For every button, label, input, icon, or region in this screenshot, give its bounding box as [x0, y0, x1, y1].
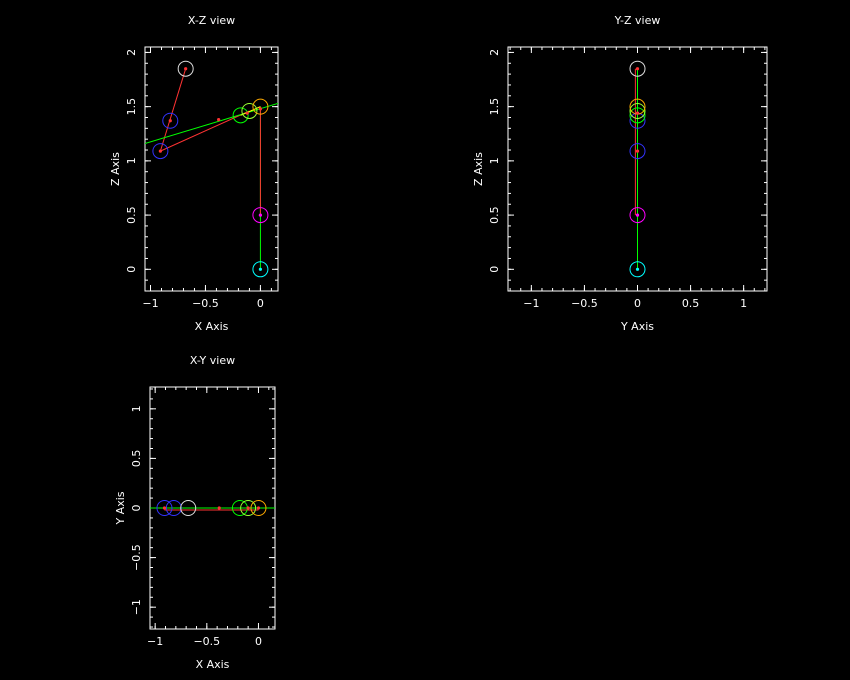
yz-view-x-tick-label: −1: [523, 297, 539, 310]
xy-view-x-tick-label: −0.5: [193, 635, 220, 648]
yz-view-y-tick-label: 1.5: [488, 98, 501, 116]
xy-view-x-tick-label: 0: [255, 635, 262, 648]
yz-view-joint-marker: [635, 149, 640, 153]
xz-view-panel: −1 −0.5 0 0 0.5 1 1.5 2 X-Z view X Axis Z Axis: [109, 14, 279, 333]
yz-view-y-tick-label: 1: [488, 157, 501, 164]
xy-view-panel: −1 −0.5 0 −1 −0.5 0 0.5 1 X-Y view X Axis Y Axis: [114, 354, 276, 671]
xz-view-joint-marker: [258, 213, 263, 217]
yz-view-x-tick-label: −0.5: [571, 297, 598, 310]
yz-view-joint-circle: [629, 102, 646, 119]
xz-view-frame: [144, 46, 279, 292]
xy-view-y-axis-label: Y Axis: [114, 491, 127, 525]
yz-view-x-tick-label: 0.5: [682, 297, 700, 310]
yz-view-y-tick-label: 0: [488, 266, 501, 273]
xz-view-x-tick-label: 0: [257, 297, 264, 310]
xz-view-joint-circle: [252, 207, 269, 224]
xz-view-data: [145, 60, 278, 278]
yz-view-panel: −1 −0.5 0 0.5 1 0 0.5 1 1.5 2 Y-Z view Y Axis Z Axis: [472, 14, 768, 333]
xz-view-y-tick-label: 1.5: [125, 98, 138, 116]
xy-view-y-tick-label: −0.5: [130, 544, 143, 571]
xy-view-joint-circle: [240, 500, 257, 516]
xz-view-joint-marker: [168, 119, 172, 123]
xz-view-joint-marker: [258, 267, 263, 271]
xz-view-x-tick-label: −1: [142, 297, 158, 310]
xz-view-y-tick-label: 0: [125, 266, 138, 273]
xy-view-y-tick-label: −1: [130, 599, 143, 615]
xz-view-y-axis-label: Z Axis: [109, 152, 122, 186]
xz-view-x-axis-label: X Axis: [195, 320, 229, 333]
xz-view-joint-circle: [241, 102, 258, 119]
xz-view-link-segment: [159, 68, 187, 152]
yz-view-joint-marker: [635, 213, 640, 217]
xz-view-title: X-Z view: [188, 14, 235, 27]
xz-view-y-tick-label: 0.5: [125, 206, 138, 224]
xz-view-joint-marker: [158, 149, 162, 153]
yz-view-joint-circle: [629, 143, 646, 160]
xz-view-joint-marker: [258, 107, 263, 111]
yz-view-joint-marker: [635, 267, 640, 271]
xz-view-link-segment: [240, 106, 261, 116]
xy-view-y-tick-label: 0: [130, 505, 143, 512]
xz-view-joint-circle: [177, 60, 194, 77]
yz-view-x-tick-label: 1: [740, 297, 747, 310]
yz-view-y-axis-label: Z Axis: [472, 152, 485, 186]
xz-view-joint-marker: [245, 111, 249, 115]
xy-view-x-tick-label: −1: [147, 635, 163, 648]
xz-view-x-tick-label: −0.5: [192, 297, 219, 310]
xz-view-joint-circle: [152, 143, 169, 160]
xy-view-joint-circle: [156, 500, 173, 516]
xy-view-joint-circle: [250, 500, 267, 516]
yz-view-joint-circle: [629, 60, 646, 77]
xz-view-y-tick-label: 2: [125, 49, 138, 56]
yz-view-joint-marker: [635, 111, 640, 115]
xy-view-joint-circle: [180, 500, 197, 516]
yz-view-x-tick-label: 0: [634, 297, 641, 310]
xy-view-y-tick-label: 0.5: [130, 450, 143, 468]
xz-view-y-tick-label: 1: [125, 157, 138, 164]
xz-view-joint-circle: [162, 112, 179, 129]
yz-view-y-tick-label: 0.5: [488, 206, 501, 224]
xz-view-joint-circle: [252, 98, 269, 115]
xy-view-joint-marker: [217, 506, 221, 510]
xy-view-joint-marker: [256, 506, 261, 510]
yz-view-joint-marker: [635, 67, 640, 71]
yz-view-title: Y-Z view: [614, 14, 661, 27]
xy-view-data: [150, 500, 275, 516]
yz-view-y-tick-label: 2: [488, 49, 501, 56]
xy-view-title: X-Y view: [190, 354, 235, 367]
yz-view-data: [629, 60, 646, 278]
xy-view-joint-circle: [165, 500, 182, 516]
xz-view-joint-marker: [217, 118, 221, 122]
xz-view-joint-circle: [252, 261, 269, 278]
yz-view-x-axis-label: Y Axis: [620, 320, 654, 333]
xy-view-joint-marker: [162, 506, 167, 510]
xy-view-y-tick-label: 1: [130, 405, 143, 412]
yz-view-joint-circle: [629, 107, 646, 124]
xz-view-joint-circle: [232, 107, 249, 124]
xy-view-joint-marker: [246, 506, 250, 510]
xz-view-link-segment: [145, 102, 278, 144]
xz-view-joint-marker: [184, 67, 188, 71]
xz-view-link-segment: [160, 110, 250, 152]
xy-view-x-axis-label: X Axis: [196, 658, 230, 671]
yz-view-joint-circle: [629, 261, 646, 278]
yz-view-joint-circle: [629, 207, 646, 224]
